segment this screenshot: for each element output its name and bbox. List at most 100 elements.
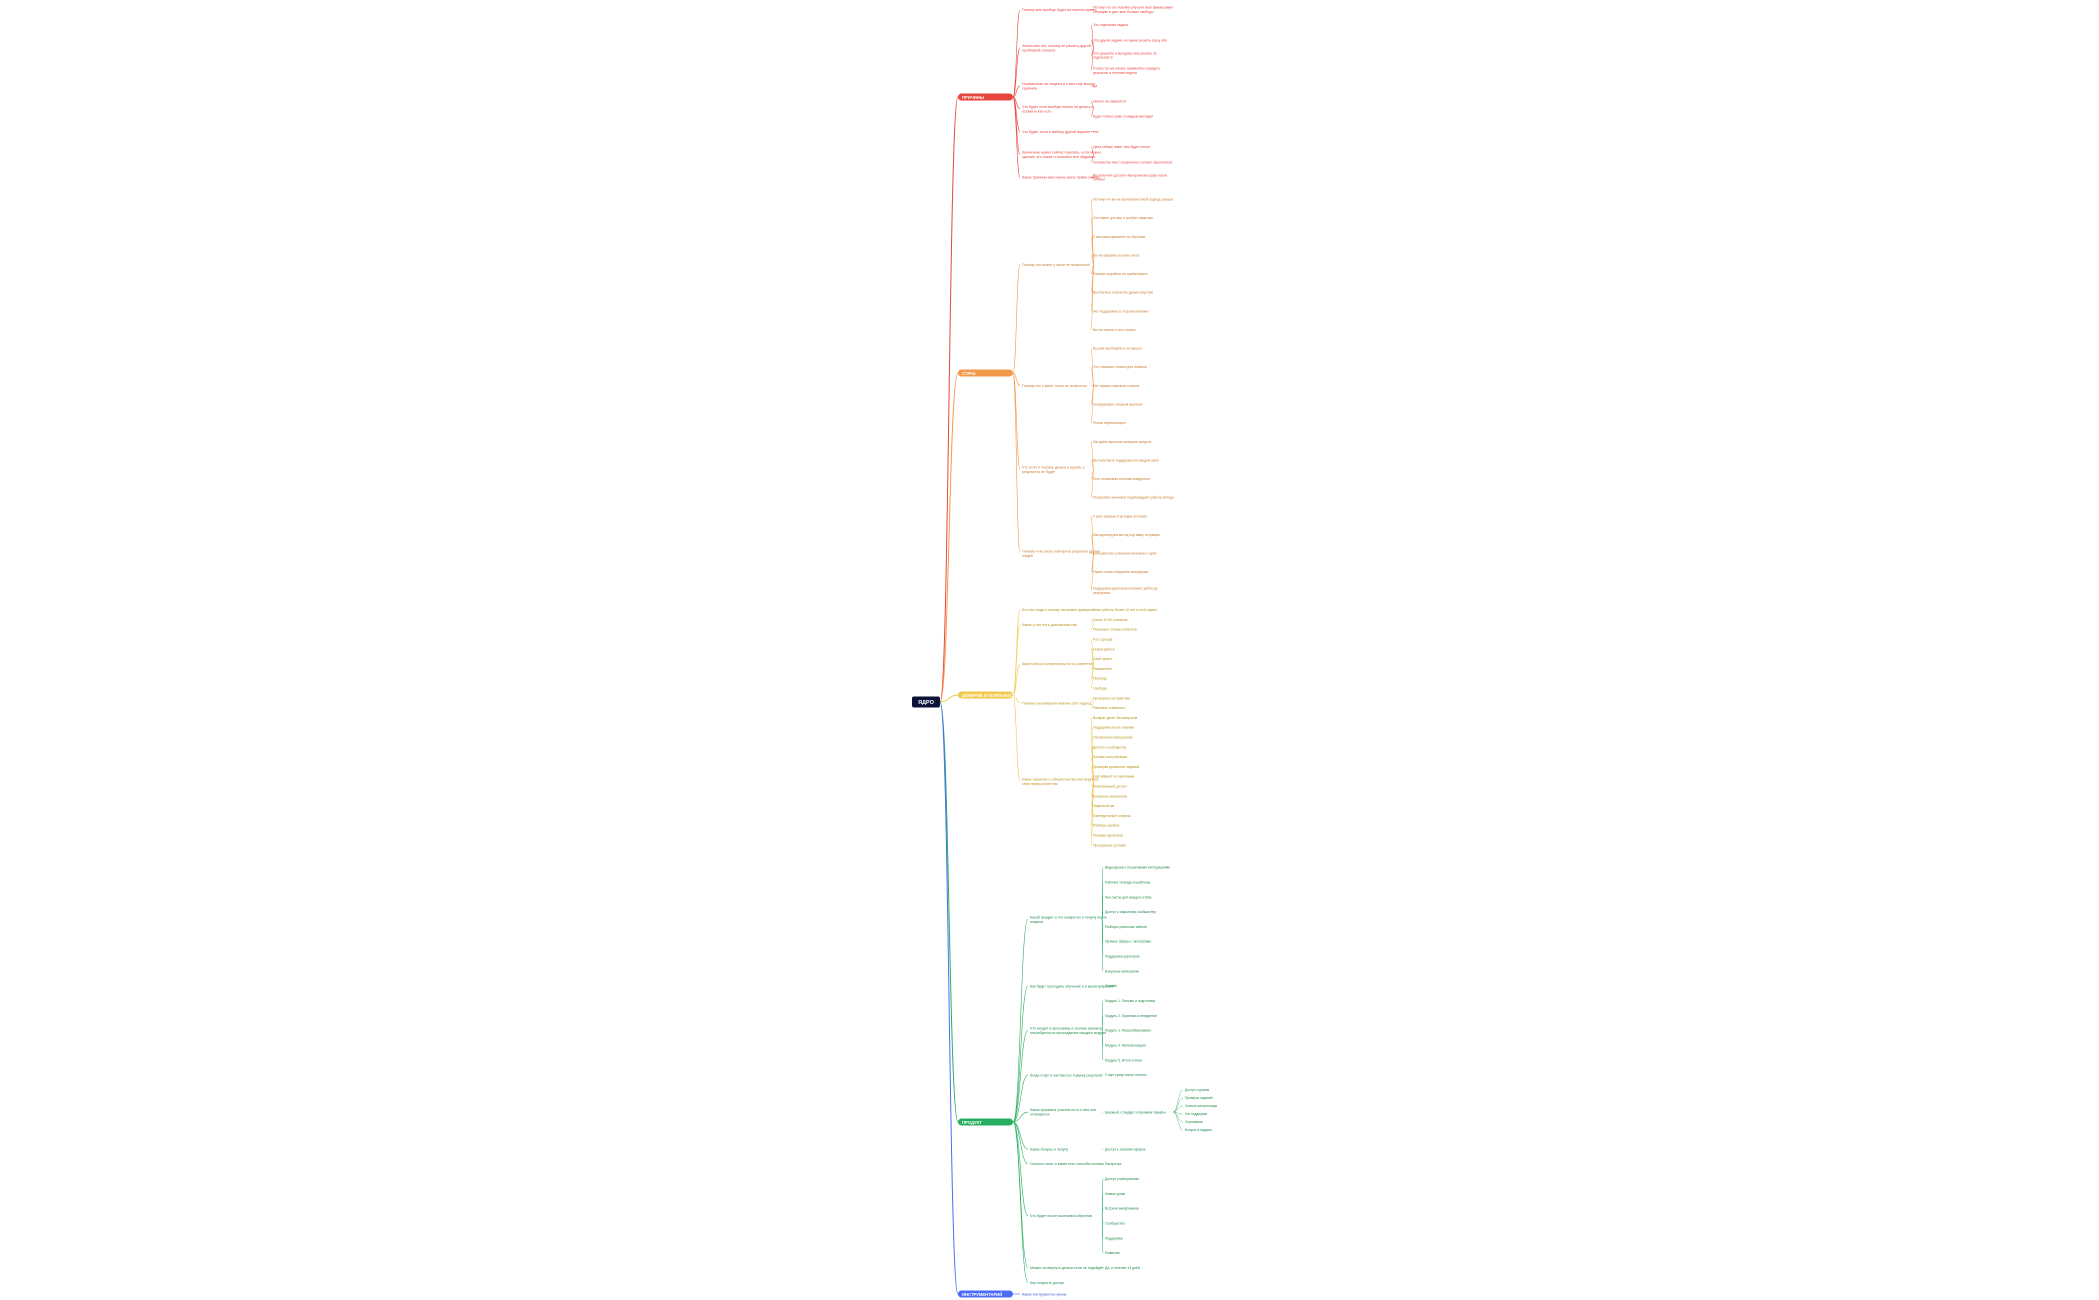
question-trust-3[interactable]: Почему они выбрали именно этот подход [1022,701,1092,705]
answer-trust-2-0[interactable]: Рост дохода [1093,637,1112,641]
answer-trust-4-8[interactable]: Бонусные материалы [1093,794,1128,798]
answer-trust-2-1[interactable]: Новая работа [1093,647,1115,651]
answer-product-0-3[interactable]: Доступ к закрытому сообществу [1105,910,1156,914]
answer-trust-4-3[interactable]: Доступ к сообществу [1093,745,1126,749]
answer-fears-3-0[interactable]: У всех разные стартовые условия [1093,514,1147,518]
answer-trust-4-4[interactable]: Личные консультации [1093,755,1127,759]
answer-fears-0-0[interactable]: Потому что вы не пробовали такой подход … [1093,198,1173,202]
answer-product-5-0[interactable]: Доступ к записям эфиров [1105,1147,1146,1151]
answer-trust-2-5[interactable]: Свобода [1093,686,1107,690]
question-pricing-2[interactable]: Нормальная ли покупка и с кем еще можнос… [1022,82,1095,91]
answer-trust-2-3[interactable]: Повышение [1093,667,1112,671]
answer-product-7-5[interactable]: Развитие [1105,1251,1120,1255]
question-product-1[interactable]: Как будет проходить обучение и в каком ф… [1030,984,1113,988]
answer-fears-0-6[interactable]: Нет поддержки со стороны близких [1093,309,1149,313]
answer-product-3-0[interactable]: Старт сразу после оплаты [1105,1073,1147,1077]
answer-trust-3-1[interactable]: Работает стабильно [1093,706,1125,710]
question-fears-0[interactable]: Почему это может у меня не получиться [1022,263,1090,267]
question-product-2[interactable]: Что входит в программу и сколько времени… [1030,1027,1106,1036]
answer-pricing-5-0[interactable]: Цена сейчас ниже, чем будет потом [1093,145,1150,149]
question-trust-4[interactable]: Какие гарантии и обязательства они берут… [1022,777,1098,786]
answer-trust-4-7[interactable]: Пожизненный доступ [1093,784,1127,788]
answer-product-0-7[interactable]: Бонусные материалы [1105,969,1140,973]
sub-answer-product-4-1[interactable]: Проверка заданий [1185,1096,1213,1100]
answer-trust-4-5[interactable]: Проверка домашних заданий [1093,765,1139,769]
question-trust-1[interactable]: Какие у них есть доказательства [1022,623,1077,627]
branch-pricing[interactable]: ПРИЧИНЫ [958,93,1013,101]
answer-pricing-4-0[interactable]: Нет [1093,130,1099,134]
answer-pricing-0-0[interactable]: Потому что это покупка улучшит мою финан… [1093,6,1173,14]
answer-fears-0-5[interactable]: Вы боитесь потратить деньги впустую [1093,291,1154,295]
question-product-6[interactable]: Сколько стоит и какие есть способы оплат… [1030,1162,1104,1166]
question-product-4[interactable]: Какие форматы участия есть и чем ониотли… [1030,1108,1096,1117]
question-product-7[interactable]: Что будет после окончания обучения [1030,1214,1092,1218]
answer-trust-2-4[interactable]: Переезд [1093,677,1106,681]
answer-fears-1-1[interactable]: Это слишком сложно для новичка [1093,365,1147,369]
answer-product-0-4[interactable]: Разборы реальных кейсов [1105,925,1147,929]
answer-product-0-0[interactable]: Видеоуроки с пошаговыми инструкциями [1105,866,1170,870]
answer-trust-4-1[interactable]: Поддержка после покупки [1093,726,1134,730]
answer-pricing-1-0[interactable]: Это отдельная задача [1093,23,1128,27]
sub-answer-product-4-4[interactable]: Сертификат [1185,1120,1204,1124]
question-fears-1[interactable]: Почему это у меня точно не получится [1022,384,1087,388]
answer-fears-2-0[interactable]: Мы даём гарантию возврата средств [1093,440,1151,444]
answer-product-0-5[interactable]: Прямые эфиры с экспертами [1105,940,1151,944]
answer-product-7-3[interactable]: Сообщество [1105,1221,1125,1225]
question-product-5[interactable]: Какие бонусы я получу [1030,1147,1068,1151]
answer-trust-4-6[interactable]: Сертификат по окончании [1093,775,1134,779]
answer-trust-2-2[interactable]: Свой проект [1093,657,1113,661]
question-product-0[interactable]: Какой продукт и что конкретно я получу п… [1030,915,1107,924]
answer-product-2-1[interactable]: Модуль 2. Практика и внедрение [1105,1014,1157,1018]
answer-product-7-2[interactable]: Встречи выпускников [1105,1207,1139,1211]
answer-product-0-1[interactable]: Рабочие тетради и шаблоны [1105,880,1151,884]
branch-tools[interactable]: ИНСТРУМЕНТАРИЙ [958,1290,1013,1298]
answer-pricing-1-2[interactable]: Это дешевле и выгоднее чем решать поотде… [1093,51,1157,59]
answer-product-8-0[interactable]: Да, в течение 14 дней [1105,1266,1140,1270]
sub-answer-product-4-0[interactable]: Доступ к урокам [1185,1088,1209,1092]
question-pricing-5[interactable]: Зачем мне нужно сейчас покупать, если мо… [1022,151,1101,160]
question-trust-2[interactable]: Какие кейсы и результаты есть у клиентов [1022,662,1093,666]
answer-fears-1-4[interactable]: Рынок перенасыщен [1093,421,1126,425]
answer-fears-1-0[interactable]: Вы уже пробовали и не вышло [1093,347,1142,351]
answer-product-2-0[interactable]: Модуль 1. Основы и подготовка [1105,999,1155,1003]
answer-trust-4-9[interactable]: Закрытый чат [1093,804,1115,808]
sub-answer-product-4-2[interactable]: Личные консультации [1185,1104,1217,1108]
answer-product-1-0[interactable]: Онлайн [1105,984,1117,988]
question-tools-0[interactable]: Какие инструменты нужны [1022,1292,1067,1296]
answer-trust-0-0[interactable]: Опыт работы более 10 лет в этой сфере [1093,608,1157,612]
question-product-3[interactable]: Когда старт и как быстро я увижу результ… [1030,1073,1103,1077]
answer-product-7-4[interactable]: Поддержка [1105,1236,1123,1240]
question-fears-3[interactable]: Почему я не смогу повторить результат др… [1022,549,1100,558]
answer-fears-0-3[interactable]: Вы не уверены в своих силах [1093,253,1140,257]
answer-trust-4-10[interactable]: Еженедельные созвоны [1093,814,1131,818]
answer-trust-3-0[interactable]: Проверено на практике [1093,696,1130,700]
sub-answer-product-4-3[interactable]: Чат поддержки [1185,1112,1207,1116]
question-pricing-4[interactable]: Что будет, если я выберу другой вариант [1022,130,1091,134]
question-pricing-6[interactable]: Какие причины мне нужно знать прямо сейч… [1022,176,1100,180]
question-pricing-3[interactable]: Что будет если вообще ничего не делать и… [1022,105,1094,114]
answer-fears-3-2[interactable]: Большинство учеников начинали с нуля [1093,552,1156,556]
answer-fears-3-3[interactable]: Нужно лишь следовать инструкции [1093,570,1149,574]
answer-product-2-4[interactable]: Модуль 5. Итоги и план [1105,1058,1142,1062]
answer-product-0-2[interactable]: Чек-листы для каждого этапа [1105,895,1151,899]
branch-trust[interactable]: ДОВЕРИЕ И ЛОЯЛЬНОСТЬ [958,691,1018,699]
branch-fears[interactable]: СТРАХ [958,369,1013,377]
question-pricing-1[interactable]: Зачем мне это, почему не решить другойпр… [1022,44,1091,53]
answer-fears-0-7[interactable]: Вы не знаете с чего начать [1093,328,1136,332]
answer-trust-4-12[interactable]: Помощь кураторов [1093,833,1123,837]
root-node[interactable]: ЯДРО [912,696,940,708]
answer-trust-4-0[interactable]: Возврат денег без вопросов [1093,716,1138,720]
answer-pricing-5-1[interactable]: Количество мест ограничено и может закон… [1093,160,1173,164]
branch-product[interactable]: ПРОДУКТ [958,1118,1013,1126]
answer-trust-1-1[interactable]: Реальные отзывы клиентов [1093,628,1137,632]
answer-fears-1-3[interactable]: Конкуренция слишком высокая [1093,403,1142,407]
answer-product-7-0[interactable]: Доступ к материалам [1105,1177,1139,1181]
answer-pricing-6-0[interactable]: Вы получите доступ к материалам сразу по… [1093,173,1167,181]
question-fears-2[interactable]: Что если я потрачу деньги и время, арезу… [1022,466,1085,475]
answer-fears-2-2[interactable]: Есть пошаговая система внедрения [1093,477,1150,481]
answer-fears-0-4[interactable]: Раньше подобное не срабатывало [1093,272,1148,276]
answer-trust-1-0[interactable]: Более 5 000 учеников [1093,618,1128,622]
question-pricing-0[interactable]: Почему мне вообще будет интересно купить [1022,8,1097,12]
answer-pricing-1-1[interactable]: Это другая задача, но нужно решить сразу… [1093,38,1167,42]
answer-product-2-2[interactable]: Модуль 3. Масштабирование [1105,1029,1151,1033]
